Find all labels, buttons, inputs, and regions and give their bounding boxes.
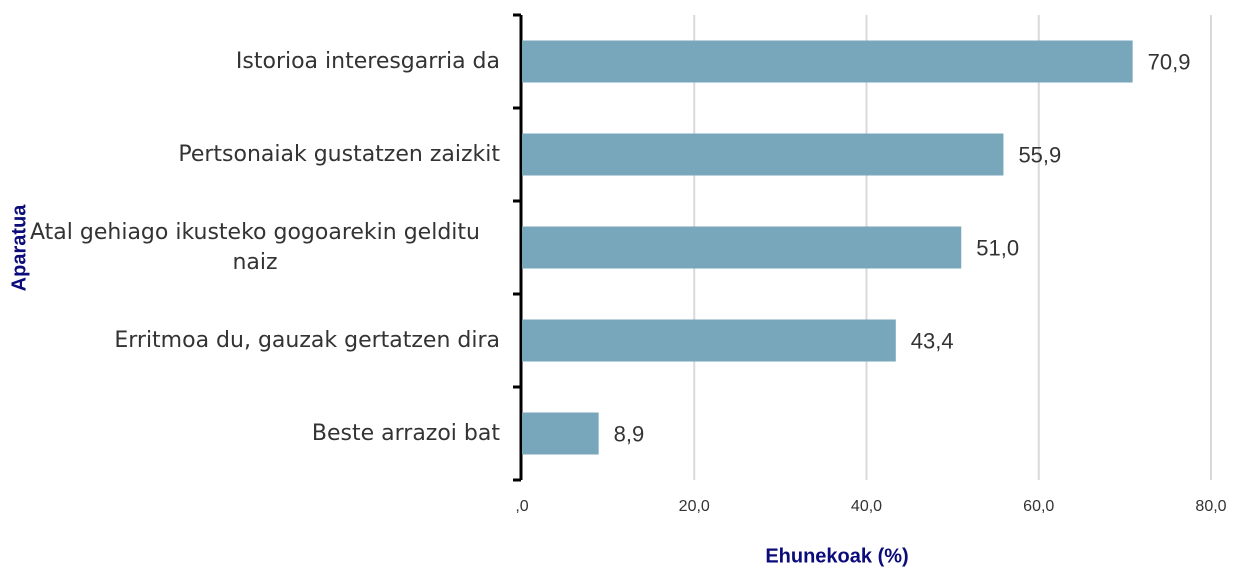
value-label: 43,4 <box>911 328 954 353</box>
bar <box>522 319 896 362</box>
bar <box>522 40 1133 83</box>
x-tick-label: 20,0 <box>679 498 710 515</box>
category-row: Istorioa interesgarria da <box>10 15 500 108</box>
value-label: 51,0 <box>976 235 1019 260</box>
bar <box>522 226 962 269</box>
y-axis-label: Aparatua <box>8 204 30 292</box>
bar <box>522 133 1004 176</box>
category-row: Atal gehiago ikusteko gogoarekin gelditu… <box>10 201 500 294</box>
value-label: 8,9 <box>614 421 645 446</box>
category-row: Erritmoa du, gauzak gertatzen dira <box>10 294 500 387</box>
category-row: Pertsonaiak gustatzen zaizkit <box>10 108 500 201</box>
y-tick-label: Beste arrazoi bat <box>311 420 500 446</box>
x-tick-label: 40,0 <box>851 498 882 515</box>
y-tick-label: Atal gehiago ikusteko gogoarekin gelditu… <box>30 219 480 275</box>
x-tick-label: ,0 <box>515 498 528 515</box>
y-tick-label: Istorioa interesgarria da <box>235 48 500 74</box>
bar <box>522 412 599 455</box>
value-label: 70,9 <box>1148 49 1191 74</box>
value-label: 55,9 <box>1018 142 1061 167</box>
x-tick-label: 60,0 <box>1023 498 1054 515</box>
y-tick-label: Erritmoa du, gauzak gertatzen dira <box>114 327 500 353</box>
x-tick-label: 80,0 <box>1195 498 1226 515</box>
y-tick-label: Pertsonaiak gustatzen zaizkit <box>178 141 500 167</box>
category-row: Beste arrazoi bat <box>10 387 500 480</box>
x-axis-label: Ehunekoak (%) <box>765 545 908 567</box>
